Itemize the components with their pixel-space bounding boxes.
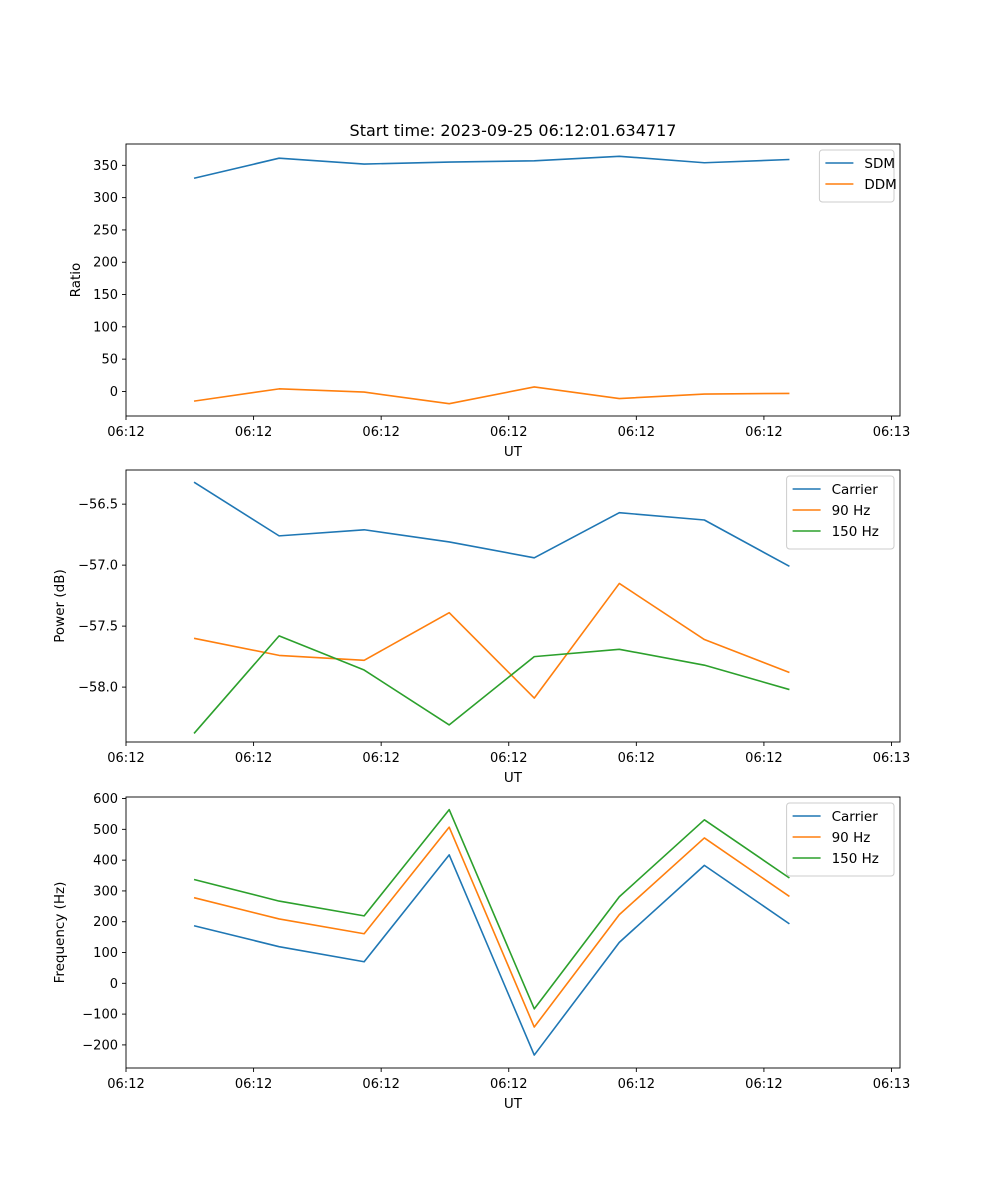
y-tick-label: 250 <box>93 223 118 238</box>
x-tick-label: 06:12 <box>235 425 272 440</box>
series-line-90-hz <box>193 582 790 699</box>
legend-entry: 90 Hz <box>832 830 871 846</box>
y-tick-label: 0 <box>110 385 118 400</box>
x-tick-label: 06:12 <box>490 425 527 440</box>
y-axis-label: Ratio <box>68 263 84 298</box>
y-tick-label: 350 <box>93 159 118 174</box>
legend: Carrier 90 Hz 150 Hz <box>786 475 895 550</box>
x-tick-label: 06:13 <box>873 1077 910 1092</box>
x-tick-label: 06:12 <box>745 425 782 440</box>
y-tick-label: 300 <box>93 884 118 899</box>
legend-entry: 150 Hz <box>832 524 879 540</box>
series-line-carrier <box>193 854 790 1056</box>
axes-frame <box>125 143 901 417</box>
y-tick-label: 0 <box>110 977 118 992</box>
x-tick-label: 06:13 <box>873 425 910 440</box>
y-tick-label: 400 <box>93 854 118 869</box>
x-tick-label: 06:12 <box>235 751 272 766</box>
y-tick-label: 200 <box>93 256 118 271</box>
legend-entry: Carrier <box>832 482 879 498</box>
x-tick-label: 06:12 <box>745 751 782 766</box>
legend-entry: Carrier <box>832 809 879 825</box>
series-line-sdm <box>193 155 790 180</box>
x-tick-label: 06:12 <box>490 751 527 766</box>
x-tick-label: 06:12 <box>618 425 655 440</box>
x-tick-label: 06:12 <box>107 425 144 440</box>
y-tick-label: −58.0 <box>78 681 118 696</box>
x-tick-label: 06:12 <box>362 1077 399 1092</box>
series-line-ddm <box>193 386 790 405</box>
legend-entry: 90 Hz <box>832 503 871 519</box>
x-tick-label: 06:13 <box>873 751 910 766</box>
x-axis-label: UT <box>504 770 523 786</box>
series-line-carrier <box>193 481 790 568</box>
x-tick-label: 06:12 <box>107 751 144 766</box>
legend: SDM DDM <box>818 149 897 203</box>
x-tick-label: 06:12 <box>235 1077 272 1092</box>
x-tick-label: 06:12 <box>618 751 655 766</box>
chart-frequency: 06:12 06:12 06:12 06:12 06:12 06:12 06:13 −200 −… <box>52 792 910 1112</box>
legend-entry: SDM <box>864 156 895 172</box>
y-tick-label: 100 <box>93 320 118 335</box>
x-tick-label: 06:12 <box>362 751 399 766</box>
legend-entry: DDM <box>864 177 896 193</box>
x-axis-label: UT <box>504 1096 523 1112</box>
y-tick-label: 500 <box>93 823 118 838</box>
y-tick-label: −56.5 <box>78 498 118 513</box>
figure-title: Start time: 2023-09-25 06:12:01.634717 <box>350 121 677 140</box>
x-tick-label: 06:12 <box>618 1077 655 1092</box>
x-tick-label: 06:12 <box>745 1077 782 1092</box>
axes-frame <box>125 796 901 1069</box>
y-tick-label: 100 <box>93 946 118 961</box>
y-tick-label: −57.5 <box>78 620 118 635</box>
chart-ratio: 06:12 06:12 06:12 06:12 06:12 06:12 06:13 0 50 10… <box>68 143 910 460</box>
y-tick-label: 150 <box>93 288 118 303</box>
y-axis-label: Power (dB) <box>52 569 68 642</box>
axes-frame <box>125 469 901 743</box>
y-tick-label: −100 <box>82 1008 118 1023</box>
y-tick-label: −200 <box>82 1038 118 1053</box>
y-tick-label: 200 <box>93 915 118 930</box>
x-tick-label: 06:12 <box>107 1077 144 1092</box>
legend-entry: 150 Hz <box>832 851 879 867</box>
y-tick-label: 300 <box>93 191 118 206</box>
y-tick-label: 50 <box>101 353 118 368</box>
y-tick-label: 600 <box>93 792 118 807</box>
legend: Carrier 90 Hz 150 Hz <box>786 802 895 877</box>
x-tick-label: 06:12 <box>490 1077 527 1092</box>
series-line-90-hz <box>193 826 790 1028</box>
chart-power: 06:12 06:12 06:12 06:12 06:12 06:12 06:13 −56.5… <box>52 469 910 786</box>
series-line-150-hz <box>193 635 790 734</box>
x-axis-label: UT <box>504 444 523 460</box>
y-tick-label: −57.0 <box>78 559 118 574</box>
y-axis-label: Frequency (Hz) <box>52 882 68 984</box>
series-line-150-hz <box>193 808 790 1010</box>
x-tick-label: 06:12 <box>362 425 399 440</box>
